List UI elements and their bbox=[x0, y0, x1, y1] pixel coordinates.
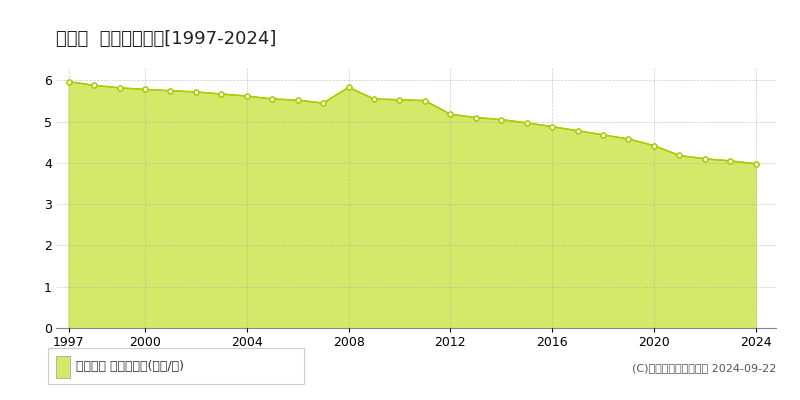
Text: 太良町  基準地価推移[1997-2024]: 太良町 基準地価推移[1997-2024] bbox=[56, 30, 276, 48]
Text: 基準地価 平均坪単価(万円/坪): 基準地価 平均坪単価(万円/坪) bbox=[76, 360, 184, 372]
Text: (C)土地価格ドットコム 2024-09-22: (C)土地価格ドットコム 2024-09-22 bbox=[632, 363, 776, 373]
